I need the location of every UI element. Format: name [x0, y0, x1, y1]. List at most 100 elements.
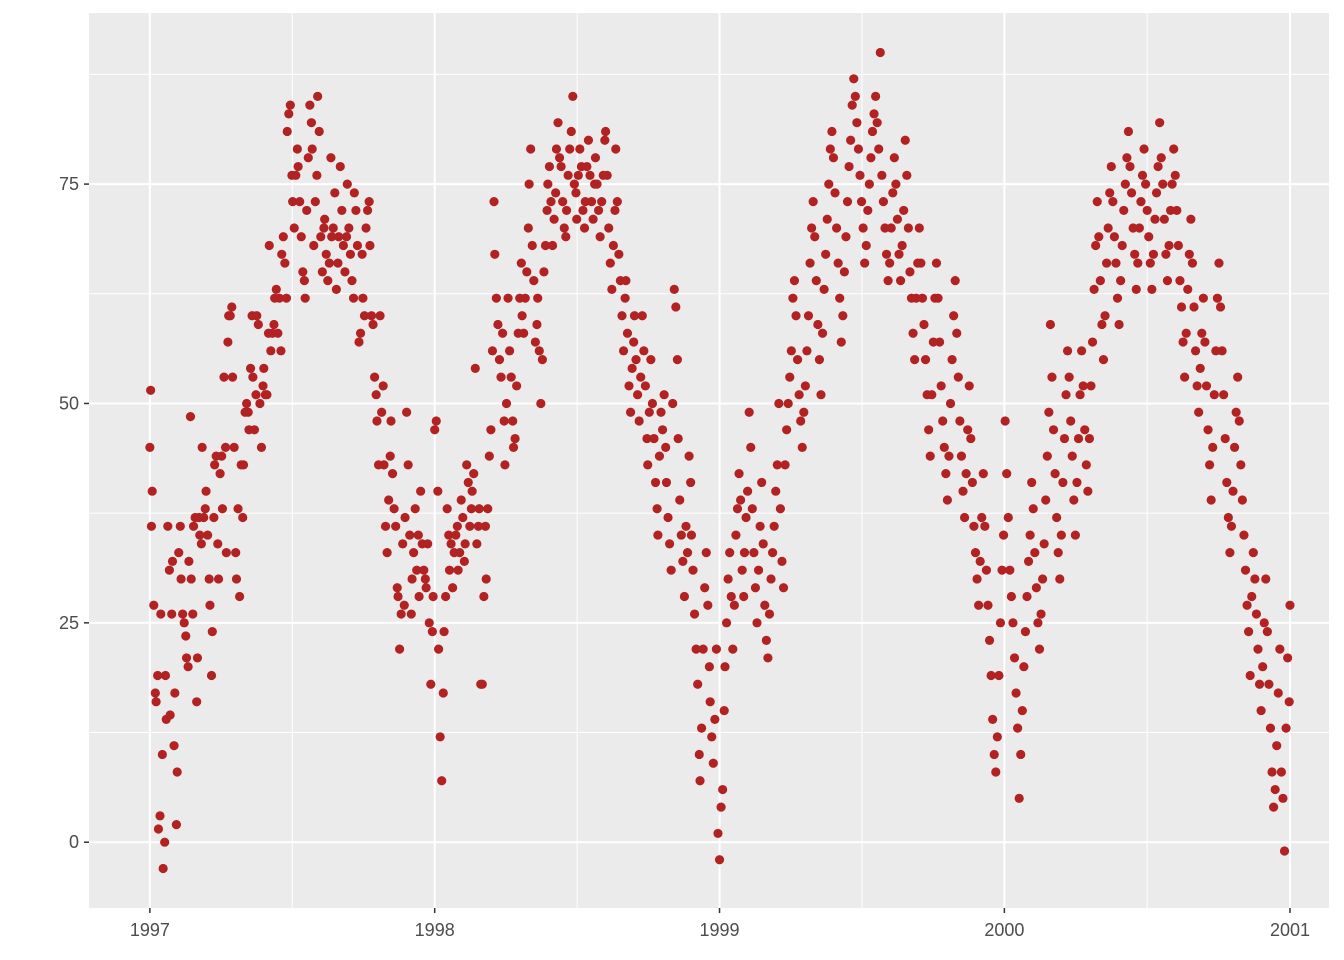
data-point [723, 574, 733, 584]
data-point [335, 161, 345, 172]
data-point [1192, 381, 1202, 391]
data-point [519, 328, 529, 338]
data-point [163, 521, 173, 531]
data-point [710, 714, 720, 724]
data-point [632, 390, 643, 400]
data-point [835, 293, 845, 303]
data-point [419, 565, 429, 575]
data-point [669, 284, 679, 294]
data-point [743, 486, 753, 496]
data-point [1120, 179, 1130, 189]
data-point [585, 170, 595, 180]
data-point [1253, 644, 1263, 654]
data-point [155, 811, 165, 821]
data-point [1162, 276, 1173, 286]
data-point [1052, 512, 1062, 523]
data-point [917, 293, 928, 303]
data-point [800, 381, 810, 391]
data-point [1017, 705, 1027, 716]
x-tick-label: 2000 [984, 920, 1024, 940]
data-point [1019, 662, 1029, 672]
data-point [749, 548, 759, 558]
data-point [282, 126, 292, 137]
data-point [546, 197, 556, 207]
data-point [953, 372, 963, 382]
data-point [169, 741, 179, 751]
data-point [1145, 258, 1155, 268]
data-point [825, 144, 835, 154]
data-point [974, 600, 984, 610]
data-point [458, 512, 468, 523]
data-point [902, 170, 912, 180]
data-point [903, 223, 913, 233]
data-point [572, 214, 582, 224]
data-point [305, 100, 315, 110]
data-point [300, 293, 310, 303]
data-point [156, 609, 166, 619]
data-point [1023, 556, 1034, 567]
data-point [1126, 188, 1137, 198]
data-point [295, 197, 305, 207]
data-point [1097, 319, 1107, 330]
data-point [593, 205, 604, 216]
data-point [675, 495, 685, 505]
data-point [394, 644, 405, 654]
data-point [231, 548, 241, 558]
data-point [847, 100, 857, 110]
data-point [568, 91, 578, 101]
data-point [483, 504, 493, 514]
data-point [1084, 433, 1095, 444]
data-point [520, 293, 530, 303]
data-points [145, 47, 1295, 874]
data-point [831, 223, 842, 233]
data-point [755, 521, 765, 531]
data-point [761, 635, 771, 645]
data-point [617, 311, 627, 321]
data-point [842, 197, 853, 207]
data-point [529, 276, 539, 286]
data-point [637, 311, 647, 321]
data-point [553, 118, 563, 128]
data-point [364, 197, 374, 207]
data-point [358, 293, 368, 303]
data-point [446, 539, 456, 549]
data-point [734, 469, 744, 479]
data-point [1153, 161, 1163, 172]
data-point [822, 214, 832, 224]
data-point [524, 179, 534, 189]
data-point [663, 512, 673, 523]
data-point [561, 205, 572, 216]
data-point [1197, 328, 1207, 338]
data-point [1117, 240, 1127, 251]
data-point [544, 161, 555, 172]
data-point [682, 548, 693, 558]
data-point [701, 548, 711, 558]
data-point [644, 407, 654, 417]
data-point [1205, 460, 1215, 470]
data-point [424, 618, 434, 628]
minor-gridlines [89, 13, 1329, 908]
data-point [605, 258, 615, 268]
data-point [539, 267, 549, 277]
data-point [981, 565, 992, 575]
data-point [379, 460, 389, 470]
data-point [1067, 451, 1077, 461]
data-point [908, 328, 918, 338]
data-point [391, 521, 401, 531]
data-point [1078, 381, 1088, 391]
data-point [1134, 223, 1144, 233]
data-point [767, 548, 778, 558]
data-point [1261, 574, 1271, 584]
data-point [204, 574, 214, 584]
data-point [846, 135, 856, 145]
data-point [280, 258, 290, 268]
data-point [1042, 451, 1052, 461]
data-point [1020, 627, 1031, 637]
data-point [1222, 477, 1232, 488]
data-point [496, 372, 506, 382]
data-point [551, 144, 562, 154]
data-point [1147, 284, 1157, 294]
data-point [1073, 433, 1084, 444]
data-point [196, 539, 206, 549]
y-axis: 0 25 50 75 [59, 174, 89, 852]
